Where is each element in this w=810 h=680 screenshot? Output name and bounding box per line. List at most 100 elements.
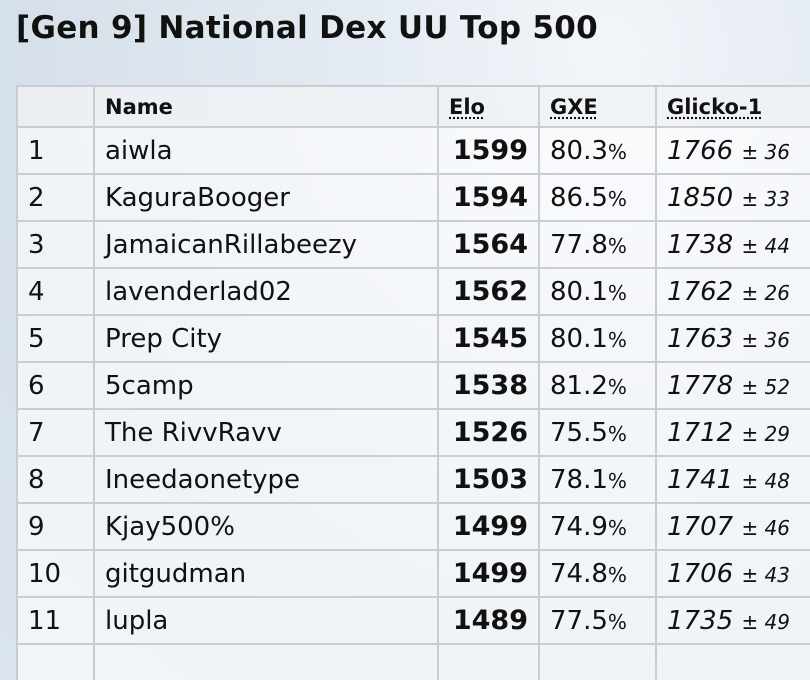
gxe-value: 74.8: [550, 558, 608, 589]
elo-cell: 1538: [437, 361, 540, 410]
rank-cell: 11: [16, 596, 95, 645]
player-name[interactable]: JamaicanRillabeezy: [105, 229, 357, 260]
player-name[interactable]: lavenderlad02: [105, 276, 292, 307]
gxe-unit: %: [607, 421, 627, 446]
elo-cell: 1503: [437, 455, 540, 504]
player-name[interactable]: 5camp: [105, 370, 194, 401]
player-name[interactable]: Prep City: [105, 323, 223, 354]
name-cell[interactable]: KaguraBooger: [93, 173, 439, 222]
gxe-unit: %: [607, 562, 627, 587]
empty-cell: [16, 643, 95, 680]
name-cell[interactable]: lavenderlad02: [93, 267, 439, 316]
gxe-cell: 81.2%: [538, 361, 657, 410]
glicko-deviation: ± 49: [741, 609, 791, 634]
player-name[interactable]: gitgudman: [105, 558, 247, 589]
gxe-value: 74.9: [550, 511, 608, 542]
name-cell[interactable]: aiwla: [93, 126, 439, 175]
glicko-cell: 1706 ± 43: [655, 549, 810, 598]
glicko-cell: 1712 ± 29: [655, 408, 810, 457]
name-cell[interactable]: Ineedaonetype: [93, 455, 439, 504]
header-cell[interactable]: Glicko-1: [655, 85, 810, 128]
rank-cell: 8: [16, 455, 95, 504]
gxe-value: 81.2: [550, 370, 608, 401]
name-cell[interactable]: lupla: [93, 596, 439, 645]
player-name[interactable]: lupla: [105, 605, 169, 636]
elo-cell: 1545: [437, 314, 540, 363]
player-name[interactable]: aiwla: [105, 135, 173, 166]
glicko-cell: 1762 ± 26: [655, 267, 810, 316]
gxe-cell: 74.9%: [538, 502, 657, 551]
glicko-deviation: ± 36: [741, 139, 791, 164]
rank-cell: 1: [16, 126, 95, 175]
gxe-value: 86.5: [550, 182, 608, 213]
glicko-value: 1766: [667, 135, 734, 166]
player-name[interactable]: Ineedaonetype: [105, 464, 301, 495]
glicko-deviation: ± 29: [741, 421, 791, 446]
gxe-value: 78.1: [550, 464, 608, 495]
elo-cell: 1594: [437, 173, 540, 222]
gxe-unit: %: [607, 609, 627, 634]
empty-cell: [655, 643, 810, 680]
header-text: Name: [105, 94, 173, 119]
glicko-deviation: ± 33: [741, 186, 791, 211]
glicko-deviation: ± 52: [741, 374, 791, 399]
table-row: 4 lavenderlad02 1562 80.1% 1762 ± 26: [16, 267, 810, 316]
page-title: [Gen 9] National Dex UU Top 500: [16, 10, 599, 46]
gxe-unit: %: [607, 139, 627, 164]
header-row: Name Elo GXE Glicko-1: [16, 85, 810, 128]
name-cell[interactable]: The RivvRavv: [93, 408, 439, 457]
gxe-cell: 77.8%: [538, 220, 657, 269]
gxe-unit: %: [607, 374, 627, 399]
table-row: [16, 643, 810, 680]
name-cell[interactable]: 5camp: [93, 361, 439, 410]
table-row: 6 5camp 1538 81.2% 1778 ± 52: [16, 361, 810, 410]
elo-cell: 1526: [437, 408, 540, 457]
glicko-deviation: ± 44: [741, 233, 791, 258]
rank-cell: 10: [16, 549, 95, 598]
glicko-cell: 1766 ± 36: [655, 126, 810, 175]
player-name[interactable]: The RivvRavv: [105, 417, 282, 448]
gxe-unit: %: [607, 327, 627, 352]
table-row: 5 Prep City 1545 80.1% 1763 ± 36: [16, 314, 810, 363]
glicko-value: 1707: [667, 511, 734, 542]
name-cell[interactable]: JamaicanRillabeezy: [93, 220, 439, 269]
table-row: 3 JamaicanRillabeezy 1564 77.8% 1738 ± 44: [16, 220, 810, 269]
glicko-value: 1741: [667, 464, 734, 495]
player-name[interactable]: Kjay500%: [105, 511, 235, 542]
gxe-cell: 78.1%: [538, 455, 657, 504]
glicko-cell: 1778 ± 52: [655, 361, 810, 410]
header-text[interactable]: GXE: [550, 94, 598, 119]
empty-cell: [437, 643, 540, 680]
glicko-deviation: ± 48: [741, 468, 791, 493]
glicko-cell: 1850 ± 33: [655, 173, 810, 222]
glicko-deviation: ± 36: [741, 327, 791, 352]
gxe-cell: 80.1%: [538, 314, 657, 363]
empty-cell: [538, 643, 657, 680]
glicko-cell: 1763 ± 36: [655, 314, 810, 363]
header-cell[interactable]: Elo: [437, 85, 540, 128]
glicko-value: 1735: [667, 605, 734, 636]
name-cell[interactable]: gitgudman: [93, 549, 439, 598]
header-cell: Name: [93, 85, 439, 128]
gxe-value: 77.5: [550, 605, 608, 636]
table-row: 11 lupla 1489 77.5% 1735 ± 49: [16, 596, 810, 645]
elo-cell: 1564: [437, 220, 540, 269]
elo-cell: 1499: [437, 502, 540, 551]
gxe-unit: %: [607, 280, 627, 305]
ladder-table: Name Elo GXE Glicko-1 1 aiwla 1599 80.3% 176…: [16, 85, 810, 680]
header-cell[interactable]: GXE: [538, 85, 657, 128]
glicko-deviation: ± 43: [741, 562, 791, 587]
player-name[interactable]: KaguraBooger: [105, 182, 290, 213]
rank-cell: 4: [16, 267, 95, 316]
rank-cell: 6: [16, 361, 95, 410]
table-row: 10 gitgudman 1499 74.8% 1706 ± 43: [16, 549, 810, 598]
gxe-unit: %: [607, 515, 627, 540]
name-cell[interactable]: Kjay500%: [93, 502, 439, 551]
glicko-deviation: ± 26: [741, 280, 791, 305]
header-text[interactable]: Glicko-1: [667, 94, 763, 119]
elo-cell: 1499: [437, 549, 540, 598]
name-cell[interactable]: Prep City: [93, 314, 439, 363]
header-text[interactable]: Elo: [449, 94, 485, 119]
gxe-value: 80.3: [550, 135, 608, 166]
